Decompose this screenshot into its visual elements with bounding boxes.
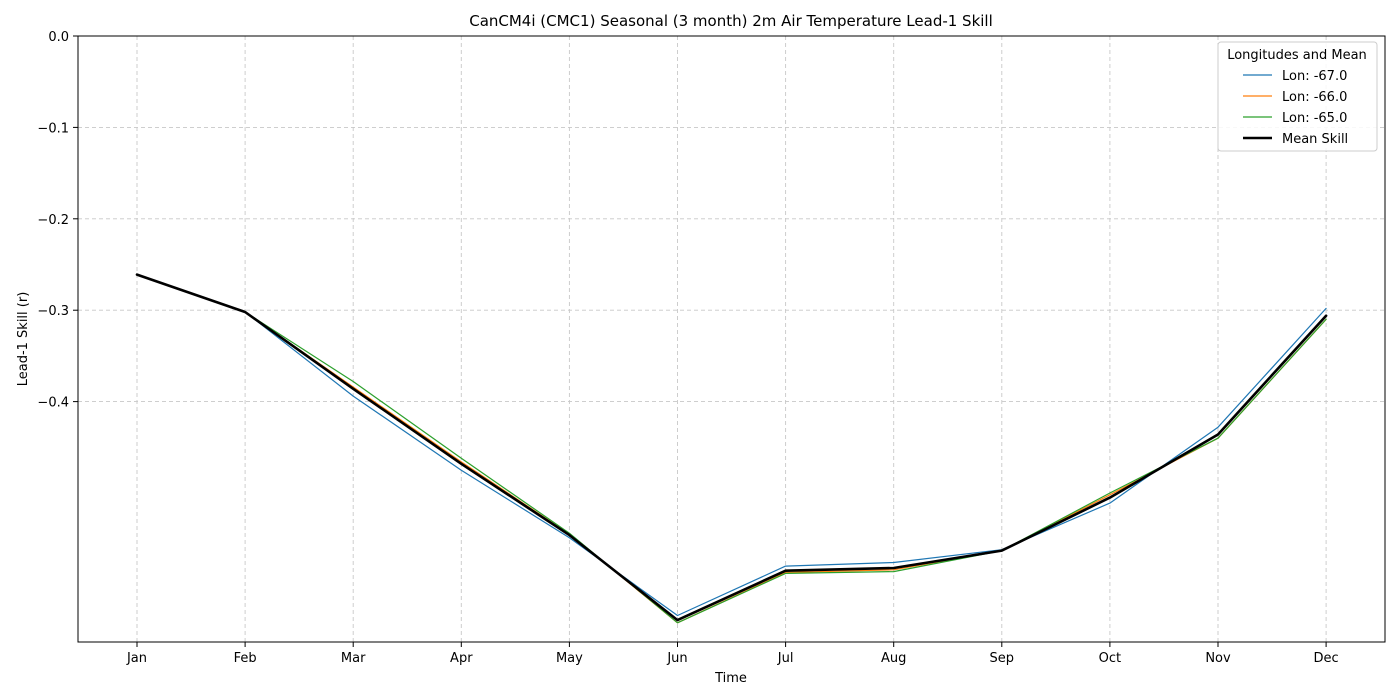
chart-title: CanCM4i (CMC1) Seasonal (3 month) 2m Air… <box>469 12 993 30</box>
y-tick-label: −0.2 <box>37 213 69 228</box>
legend-entry-label: Lon: -67.0 <box>1282 69 1347 84</box>
x-tick-label: Sep <box>990 651 1015 666</box>
y-axis-label: Lead-1 Skill (r) <box>16 292 31 387</box>
y-tick-label: 0.0 <box>48 30 69 45</box>
x-tick-label: Aug <box>881 651 906 666</box>
x-axis-ticks: Jan Feb Mar Apr May Jun Jul Aug Sep Oct Nov Dec <box>126 642 1339 666</box>
x-tick-label: May <box>556 651 583 666</box>
series-line-0 <box>136 274 1327 617</box>
y-tick-label: −0.4 <box>37 396 69 411</box>
y-axis-ticks: 0.0 −0.1 −0.2 −0.3 −0.4 <box>37 30 78 411</box>
plot-area-frame <box>77 35 1386 643</box>
x-tick-label: Dec <box>1314 651 1339 666</box>
legend-box <box>1217 41 1378 152</box>
legend: Longitudes and Mean Lon: -67.0 Lon: -66.0… <box>1217 41 1378 152</box>
x-axis-label: Time <box>714 671 747 686</box>
x-tick-label: Feb <box>234 651 257 666</box>
x-tick-label: Jan <box>126 651 147 666</box>
legend-title: Longitudes and Mean <box>1227 48 1367 63</box>
legend-entry-label: Lon: -65.0 <box>1282 111 1347 126</box>
x-tick-label: Jun <box>666 651 687 666</box>
series-line-3 <box>135 273 1328 622</box>
series-line-1 <box>136 274 1327 624</box>
x-tick-label: Apr <box>450 651 473 666</box>
legend-entry-label: Mean Skill <box>1282 132 1348 147</box>
y-tick-label: −0.3 <box>37 304 69 319</box>
x-tick-label: Oct <box>1099 651 1121 666</box>
legend-entry-label: Lon: -66.0 <box>1282 90 1347 105</box>
x-tick-label: Jul <box>777 651 794 666</box>
y-tick-label: −0.1 <box>37 121 69 136</box>
legend-entries: Lon: -67.0 Lon: -66.0 Lon: -65.0 Mean Skill <box>1243 69 1348 147</box>
x-tick-label: Nov <box>1205 651 1231 666</box>
grid-lines <box>78 36 1385 642</box>
series-line-2 <box>136 274 1327 624</box>
series-lines <box>135 273 1328 624</box>
x-tick-label: Mar <box>341 651 366 666</box>
